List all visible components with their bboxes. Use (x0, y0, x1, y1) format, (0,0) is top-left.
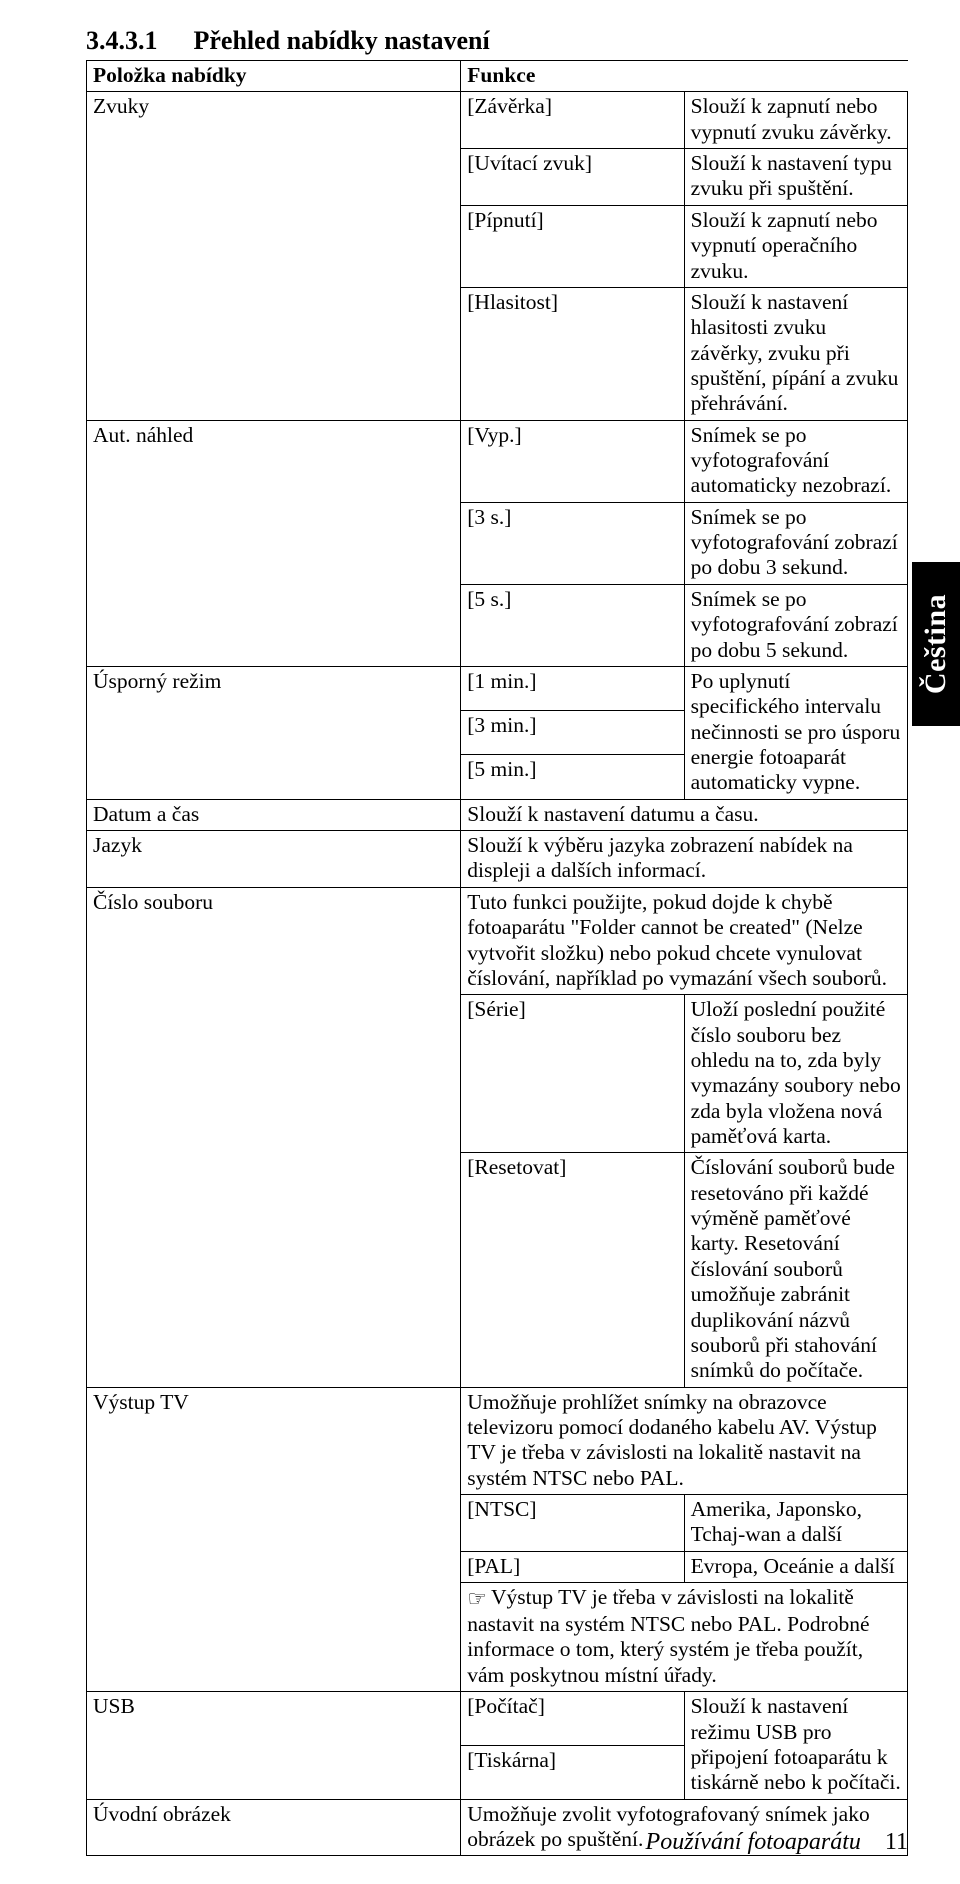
opt: [Série] (461, 995, 684, 1153)
opt: [PAL] (461, 1551, 684, 1582)
note: ☞Výstup TV je třeba v závislosti na loka… (461, 1583, 908, 1692)
desc: Slouží k nastavení hlasitosti zvuku závě… (684, 287, 907, 420)
page-footer: Používání fotoaparátu 11 (646, 1829, 908, 1856)
row-usb-label: USB (87, 1692, 461, 1799)
language-tab-label: Čeština (919, 594, 953, 694)
row-vystup-label: Výstup TV (87, 1387, 461, 1692)
desc: Slouží k nastavení datumu a času. (461, 799, 908, 830)
desc: Slouží k zapnutí nebo vypnutí zvuku závě… (684, 92, 907, 149)
row-uvodni-label: Úvodní obrázek (87, 1799, 461, 1856)
row-usporny-label: Úsporný režim (87, 666, 461, 799)
desc: Slouží k nastavení typu zvuku při spuště… (684, 149, 907, 206)
opt: [Resetovat] (461, 1153, 684, 1387)
row-zvuky-label: Zvuky (87, 92, 461, 420)
row-jazyk-label: Jazyk (87, 831, 461, 888)
desc: Slouží k zapnutí nebo vypnutí operačního… (684, 205, 907, 287)
opt: [Hlasitost] (461, 287, 684, 420)
desc: Snímek se po vyfotografování zobrazí po … (684, 502, 907, 584)
opt: [5 s.] (461, 584, 684, 666)
desc: Číslování souborů bude resetováno při ka… (684, 1153, 907, 1387)
section-title: Přehled nabídky nastavení (194, 26, 490, 55)
section-heading: 3.4.3.1 Přehled nabídky nastavení (86, 26, 908, 56)
footer-page-number: 11 (885, 1829, 908, 1855)
footer-title: Používání fotoaparátu (646, 1829, 861, 1855)
desc: Uloží poslední použité číslo souboru bez… (684, 995, 907, 1153)
language-tab: Čeština (912, 562, 960, 726)
opt: [Pípnutí] (461, 205, 684, 287)
opt: [NTSC] (461, 1495, 684, 1552)
opt: [Tiskárna] (461, 1745, 684, 1799)
opt: [5 min.] (461, 755, 684, 799)
desc: Slouží k nastavení režimu USB pro připoj… (684, 1692, 907, 1799)
desc: Snímek se po vyfotografování zobrazí po … (684, 584, 907, 666)
desc: Snímek se po vyfotografování automaticky… (684, 420, 907, 502)
desc: Umožňuje prohlížet snímky na obrazovce t… (461, 1387, 908, 1494)
row-cislo-label: Číslo souboru (87, 887, 461, 1387)
opt: [Uvítací zvuk] (461, 149, 684, 206)
desc: Evropa, Oceánie a další (684, 1551, 907, 1582)
opt: [Vyp.] (461, 420, 684, 502)
opt: [3 s.] (461, 502, 684, 584)
row-datum-label: Datum a čas (87, 799, 461, 830)
note-text: Výstup TV je třeba v závislosti na lokal… (467, 1585, 869, 1687)
opt: [1 min.] (461, 666, 684, 710)
settings-table: Položka nabídky Funkce Zvuky [Závěrka] S… (86, 60, 908, 1856)
opt: [3 min.] (461, 711, 684, 755)
opt: [Závěrka] (461, 92, 684, 149)
th-func: Funkce (461, 61, 908, 92)
section-number: 3.4.3.1 (86, 26, 158, 56)
desc: Amerika, Japonsko, Tchaj-wan a další (684, 1495, 907, 1552)
row-nahled-label: Aut. náhled (87, 420, 461, 666)
desc: Po uplynutí specifického intervalu nečin… (684, 666, 907, 799)
desc: Tuto funkci použijte, pokud dojde k chyb… (461, 887, 908, 994)
desc: Slouží k výběru jazyka zobrazení nabídek… (461, 831, 908, 888)
hand-icon: ☞ (467, 1586, 487, 1612)
th-item: Položka nabídky (87, 61, 461, 92)
opt: [Počítač] (461, 1692, 684, 1746)
